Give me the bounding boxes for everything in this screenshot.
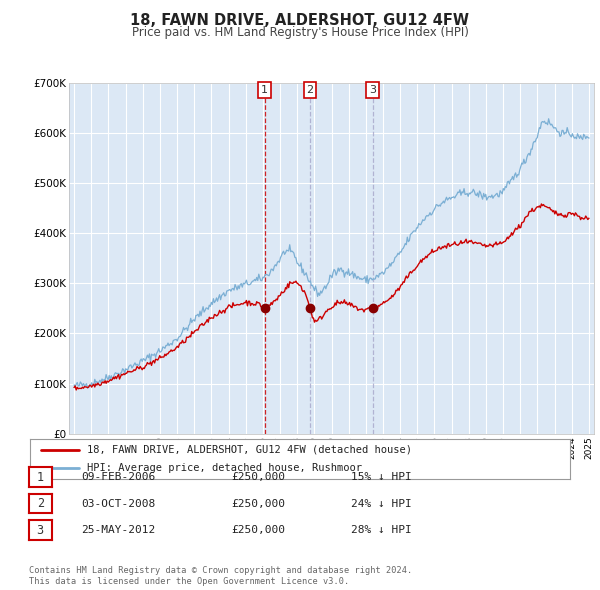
Text: £250,000: £250,000 xyxy=(231,472,285,482)
Text: 24% ↓ HPI: 24% ↓ HPI xyxy=(351,499,412,509)
Text: 28% ↓ HPI: 28% ↓ HPI xyxy=(351,525,412,535)
Text: 15% ↓ HPI: 15% ↓ HPI xyxy=(351,472,412,482)
Text: 1: 1 xyxy=(261,85,268,95)
Text: 25-MAY-2012: 25-MAY-2012 xyxy=(81,525,155,535)
Text: 3: 3 xyxy=(369,85,376,95)
Text: £250,000: £250,000 xyxy=(231,499,285,509)
Text: Price paid vs. HM Land Registry's House Price Index (HPI): Price paid vs. HM Land Registry's House … xyxy=(131,26,469,39)
Text: 2: 2 xyxy=(307,85,314,95)
Text: 1: 1 xyxy=(37,470,44,484)
Text: 2: 2 xyxy=(37,497,44,510)
Text: 18, FAWN DRIVE, ALDERSHOT, GU12 4FW: 18, FAWN DRIVE, ALDERSHOT, GU12 4FW xyxy=(131,13,470,28)
Text: 3: 3 xyxy=(37,523,44,537)
Text: HPI: Average price, detached house, Rushmoor: HPI: Average price, detached house, Rush… xyxy=(86,463,362,473)
Text: Contains HM Land Registry data © Crown copyright and database right 2024.: Contains HM Land Registry data © Crown c… xyxy=(29,566,412,575)
Text: This data is licensed under the Open Government Licence v3.0.: This data is licensed under the Open Gov… xyxy=(29,577,349,586)
Text: 18, FAWN DRIVE, ALDERSHOT, GU12 4FW (detached house): 18, FAWN DRIVE, ALDERSHOT, GU12 4FW (det… xyxy=(86,445,412,455)
Text: 09-FEB-2006: 09-FEB-2006 xyxy=(81,472,155,482)
Text: £250,000: £250,000 xyxy=(231,525,285,535)
Text: 03-OCT-2008: 03-OCT-2008 xyxy=(81,499,155,509)
